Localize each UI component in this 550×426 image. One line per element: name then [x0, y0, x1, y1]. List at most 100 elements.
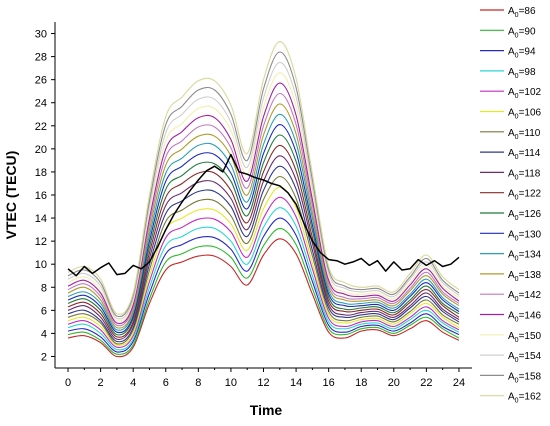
y-tick-label: 24	[35, 98, 47, 110]
legend-label-value: =118	[519, 168, 541, 179]
legend-label-value: =154	[519, 351, 542, 362]
legend-label-sub: 0	[515, 276, 519, 283]
series-line-7	[67, 165, 460, 343]
x-axis-title: Time	[250, 402, 283, 418]
legend-label-sub: 0	[515, 235, 519, 242]
y-tick-label: 28	[35, 52, 47, 64]
series-line-1	[67, 227, 460, 355]
legend-label-16: A0=150	[508, 331, 542, 344]
legend-label-sub: 0	[515, 296, 519, 303]
series-line-19	[67, 41, 460, 315]
legend-label-sub: 0	[515, 12, 519, 19]
x-tick-label: 18	[355, 377, 367, 389]
legend-label-5: A0=106	[508, 108, 542, 121]
legend-label-sub: 0	[515, 377, 519, 384]
legend-label-12: A0=134	[508, 250, 542, 263]
legend-label-value: =98	[519, 67, 536, 78]
x-tick-label: 2	[98, 377, 104, 389]
series-line-3	[67, 207, 460, 351]
legend-label-sub: 0	[515, 215, 519, 222]
y-tick-label: 2	[41, 351, 47, 363]
legend-label-value: =110	[519, 128, 541, 139]
legend-label-17: A0=154	[508, 351, 542, 364]
legend-label-sub: 0	[515, 174, 519, 181]
legend-label-main: A	[508, 26, 515, 37]
observed-line-group	[67, 153, 460, 277]
legend-label-9: A0=122	[508, 189, 542, 202]
legend-label-15: A0=146	[508, 311, 542, 324]
legend-label-value: =86	[519, 6, 536, 17]
legend-label-main: A	[508, 270, 515, 281]
y-tick-label: 14	[35, 213, 47, 225]
legend-label-sub: 0	[515, 398, 519, 405]
legend-label-value: =142	[519, 290, 542, 301]
legend-label-sub: 0	[515, 32, 519, 39]
legend: A0=86A0=90A0=94A0=98A0=102A0=106A0=110A0…	[480, 6, 542, 405]
y-tick-label: 18	[35, 167, 47, 179]
legend-label-main: A	[508, 229, 515, 240]
legend-label-main: A	[508, 189, 515, 200]
legend-label-18: A0=158	[508, 371, 542, 384]
legend-label-sub: 0	[515, 154, 519, 161]
legend-label-value: =138	[519, 270, 542, 281]
series-line-16	[67, 72, 460, 322]
legend-label-8: A0=118	[508, 168, 541, 181]
x-tick-label: 16	[323, 377, 335, 389]
x-tick-label: 10	[225, 377, 237, 389]
legend-label-value: =114	[519, 148, 541, 159]
legend-label-main: A	[508, 67, 515, 78]
legend-label-2: A0=94	[508, 47, 536, 60]
x-tick-label: 12	[257, 377, 269, 389]
series-line-8	[67, 155, 460, 340]
legend-label-sub: 0	[515, 114, 519, 121]
legend-label-value: =94	[519, 47, 536, 58]
x-axis-ticks: 0 2 4 6 8 10 12 14 16 18 20 22 24	[65, 368, 465, 389]
legend-label-3: A0=98	[508, 67, 536, 80]
series-line-13	[67, 103, 460, 329]
legend-label-sub: 0	[515, 195, 519, 202]
series-line-6	[67, 175, 460, 345]
legend-label-6: A0=110	[508, 128, 541, 141]
series-line-5	[67, 186, 460, 346]
x-tick-label: 0	[65, 377, 71, 389]
legend-label-14: A0=142	[508, 290, 542, 303]
x-tick-label: 20	[388, 377, 400, 389]
legend-label-sub: 0	[515, 357, 519, 364]
series-line-10	[67, 134, 460, 336]
legend-label-main: A	[508, 311, 515, 322]
series-line-18	[67, 51, 460, 318]
x-tick-label: 8	[195, 377, 201, 389]
legend-label-sub: 0	[515, 256, 519, 263]
series-line-15	[67, 82, 460, 325]
legend-label-value: =130	[519, 229, 542, 240]
legend-label-sub: 0	[515, 73, 519, 80]
legend-label-1: A0=90	[508, 26, 536, 39]
legend-label-11: A0=130	[508, 229, 542, 242]
series-line-4	[67, 196, 460, 348]
legend-label-value: =126	[519, 209, 542, 220]
y-tick-label: 26	[35, 75, 47, 87]
legend-label-main: A	[508, 209, 515, 220]
legend-label-value: =90	[519, 26, 536, 37]
legend-label-main: A	[508, 371, 515, 382]
legend-label-main: A	[508, 351, 515, 362]
legend-label-19: A0=162	[508, 392, 542, 405]
y-tick-label: 4	[41, 328, 47, 340]
legend-label-main: A	[508, 331, 515, 342]
legend-label-main: A	[508, 128, 515, 139]
series-line-0	[67, 238, 460, 358]
legend-label-main: A	[508, 6, 515, 17]
legend-label-main: A	[508, 108, 515, 119]
series-line-12	[67, 113, 460, 331]
legend-label-7: A0=114	[508, 148, 541, 161]
legend-label-main: A	[508, 168, 515, 179]
series-line-14	[67, 92, 460, 327]
series-line-11	[67, 124, 460, 334]
y-tick-label: 16	[35, 190, 47, 202]
x-tick-label: 6	[163, 377, 169, 389]
y-axis-title: VTEC (TECU)	[3, 151, 19, 240]
legend-label-main: A	[508, 87, 515, 98]
legend-label-value: =134	[519, 250, 542, 261]
